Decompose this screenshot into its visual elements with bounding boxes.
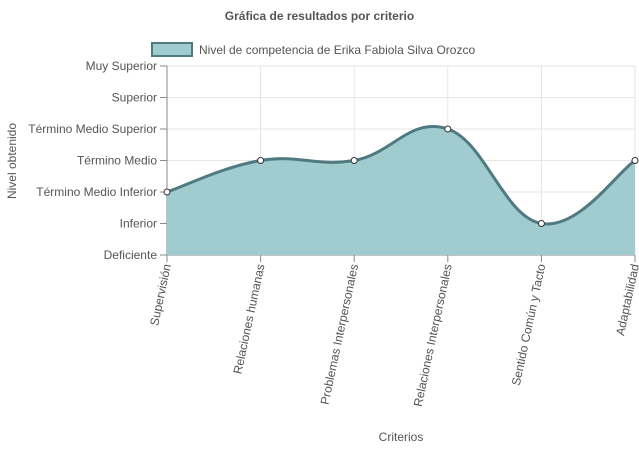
y-tick-label: Término Medio Superior: [28, 122, 157, 136]
x-tick-label: Adaptabilidad: [613, 263, 639, 337]
x-axis-title: Criterios: [378, 430, 424, 444]
data-point[interactable]: [257, 157, 265, 164]
x-tick-label: Problemas Interpersonales: [318, 263, 362, 406]
data-point[interactable]: [537, 220, 545, 227]
data-point[interactable]: [444, 125, 452, 133]
y-tick-label: Inferior: [120, 217, 157, 231]
x-tick-label: Sentido Común y Tacto: [509, 262, 549, 386]
y-tick-label: Muy Superior: [86, 59, 157, 73]
x-tick-label: Supervisión: [147, 263, 174, 327]
y-tick-label: Término Medio: [77, 154, 157, 168]
y-tick-label: Deficiente: [104, 248, 158, 262]
y-tick-label: Superior: [112, 91, 157, 105]
series-area: [167, 126, 635, 255]
y-tick-label: Término Medio Inferior: [36, 185, 157, 199]
chart-title: Gráfica de resultados por criterio: [224, 9, 415, 23]
data-point[interactable]: [350, 157, 358, 164]
x-tick-label: Relaciones Interpersonales: [411, 263, 455, 408]
legend-swatch: [151, 42, 193, 57]
data-point[interactable]: [163, 188, 171, 196]
legend[interactable]: Nivel de competencia de Erika Fabiola Si…: [151, 42, 475, 57]
data-point[interactable]: [631, 157, 639, 164]
x-tick-label: Relaciones humanas: [231, 263, 268, 376]
legend-label: Nivel de competencia de Erika Fabiola Si…: [199, 42, 476, 57]
